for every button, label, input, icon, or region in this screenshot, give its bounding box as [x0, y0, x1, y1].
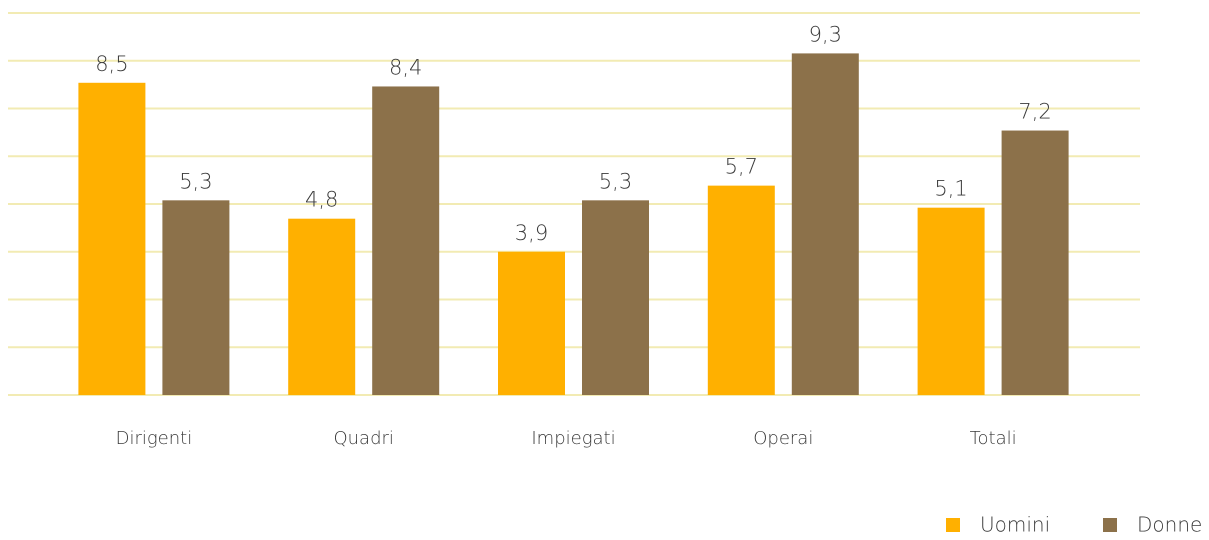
data-label: 8,4 [389, 55, 422, 79]
data-label: 9,3 [809, 22, 842, 46]
legend-label: Uomini [980, 513, 1050, 537]
legend-swatch [1103, 518, 1117, 532]
x-tick-label: Impiegati [531, 428, 615, 449]
bar [78, 82, 146, 396]
legend-swatch [946, 518, 960, 532]
bar [372, 86, 440, 395]
data-label: 4,8 [305, 188, 338, 212]
x-tick-label: Dirigenti [116, 428, 193, 449]
bar [582, 200, 649, 395]
bar [1001, 130, 1069, 396]
data-label: 7,2 [1018, 100, 1051, 124]
bar [162, 200, 230, 395]
bar [917, 207, 985, 395]
data-label: 5,7 [725, 155, 758, 179]
bar [498, 251, 565, 395]
x-tick-label: Totali [970, 428, 1017, 449]
bar [707, 185, 775, 395]
legend-label: Donne [1137, 513, 1202, 537]
data-label: 5,1 [934, 177, 967, 201]
data-label: 5,3 [599, 169, 632, 193]
x-tick-label: Operai [753, 428, 813, 449]
data-label: 8,5 [95, 52, 128, 76]
bar [288, 218, 356, 395]
x-tick-label: Quadri [333, 428, 393, 449]
data-label: 5,3 [179, 169, 212, 193]
data-label: 3,9 [515, 221, 548, 245]
bar [791, 53, 859, 396]
